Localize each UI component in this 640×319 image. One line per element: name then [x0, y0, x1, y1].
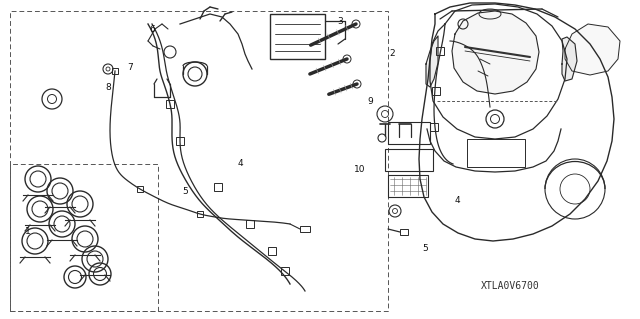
Text: 3: 3 [337, 17, 343, 26]
Text: 6: 6 [149, 25, 155, 33]
Bar [388, 175, 428, 197]
Text: 2: 2 [389, 49, 395, 58]
Bar [197, 211, 203, 217]
Bar [268, 247, 276, 255]
Polygon shape [452, 11, 539, 94]
Bar [112, 68, 118, 74]
Bar [385, 149, 433, 171]
Bar [430, 123, 438, 131]
Bar [281, 267, 289, 275]
Text: 8: 8 [105, 83, 111, 92]
Bar [467, 139, 525, 167]
Bar [176, 137, 184, 145]
Bar [400, 229, 408, 235]
Bar [436, 47, 444, 55]
Polygon shape [426, 36, 438, 87]
Text: 5: 5 [423, 244, 428, 253]
Text: XTLA0V6700: XTLA0V6700 [481, 281, 540, 291]
Polygon shape [562, 37, 577, 81]
Bar [166, 100, 174, 108]
Polygon shape [565, 24, 620, 75]
Text: 9: 9 [367, 97, 373, 106]
Text: 10: 10 [355, 165, 365, 174]
Bar [388, 122, 430, 144]
Bar [10, 11, 388, 311]
Bar [137, 186, 143, 192]
Bar [300, 226, 310, 232]
Text: 4: 4 [237, 160, 243, 168]
Text: 5: 5 [182, 187, 188, 196]
Text: 1: 1 [25, 227, 31, 236]
Bar [214, 183, 222, 191]
Bar [270, 14, 325, 59]
Text: 7: 7 [127, 63, 133, 71]
Bar [10, 164, 158, 311]
Text: 4: 4 [455, 197, 460, 205]
Bar [246, 220, 254, 228]
Bar [432, 87, 440, 95]
